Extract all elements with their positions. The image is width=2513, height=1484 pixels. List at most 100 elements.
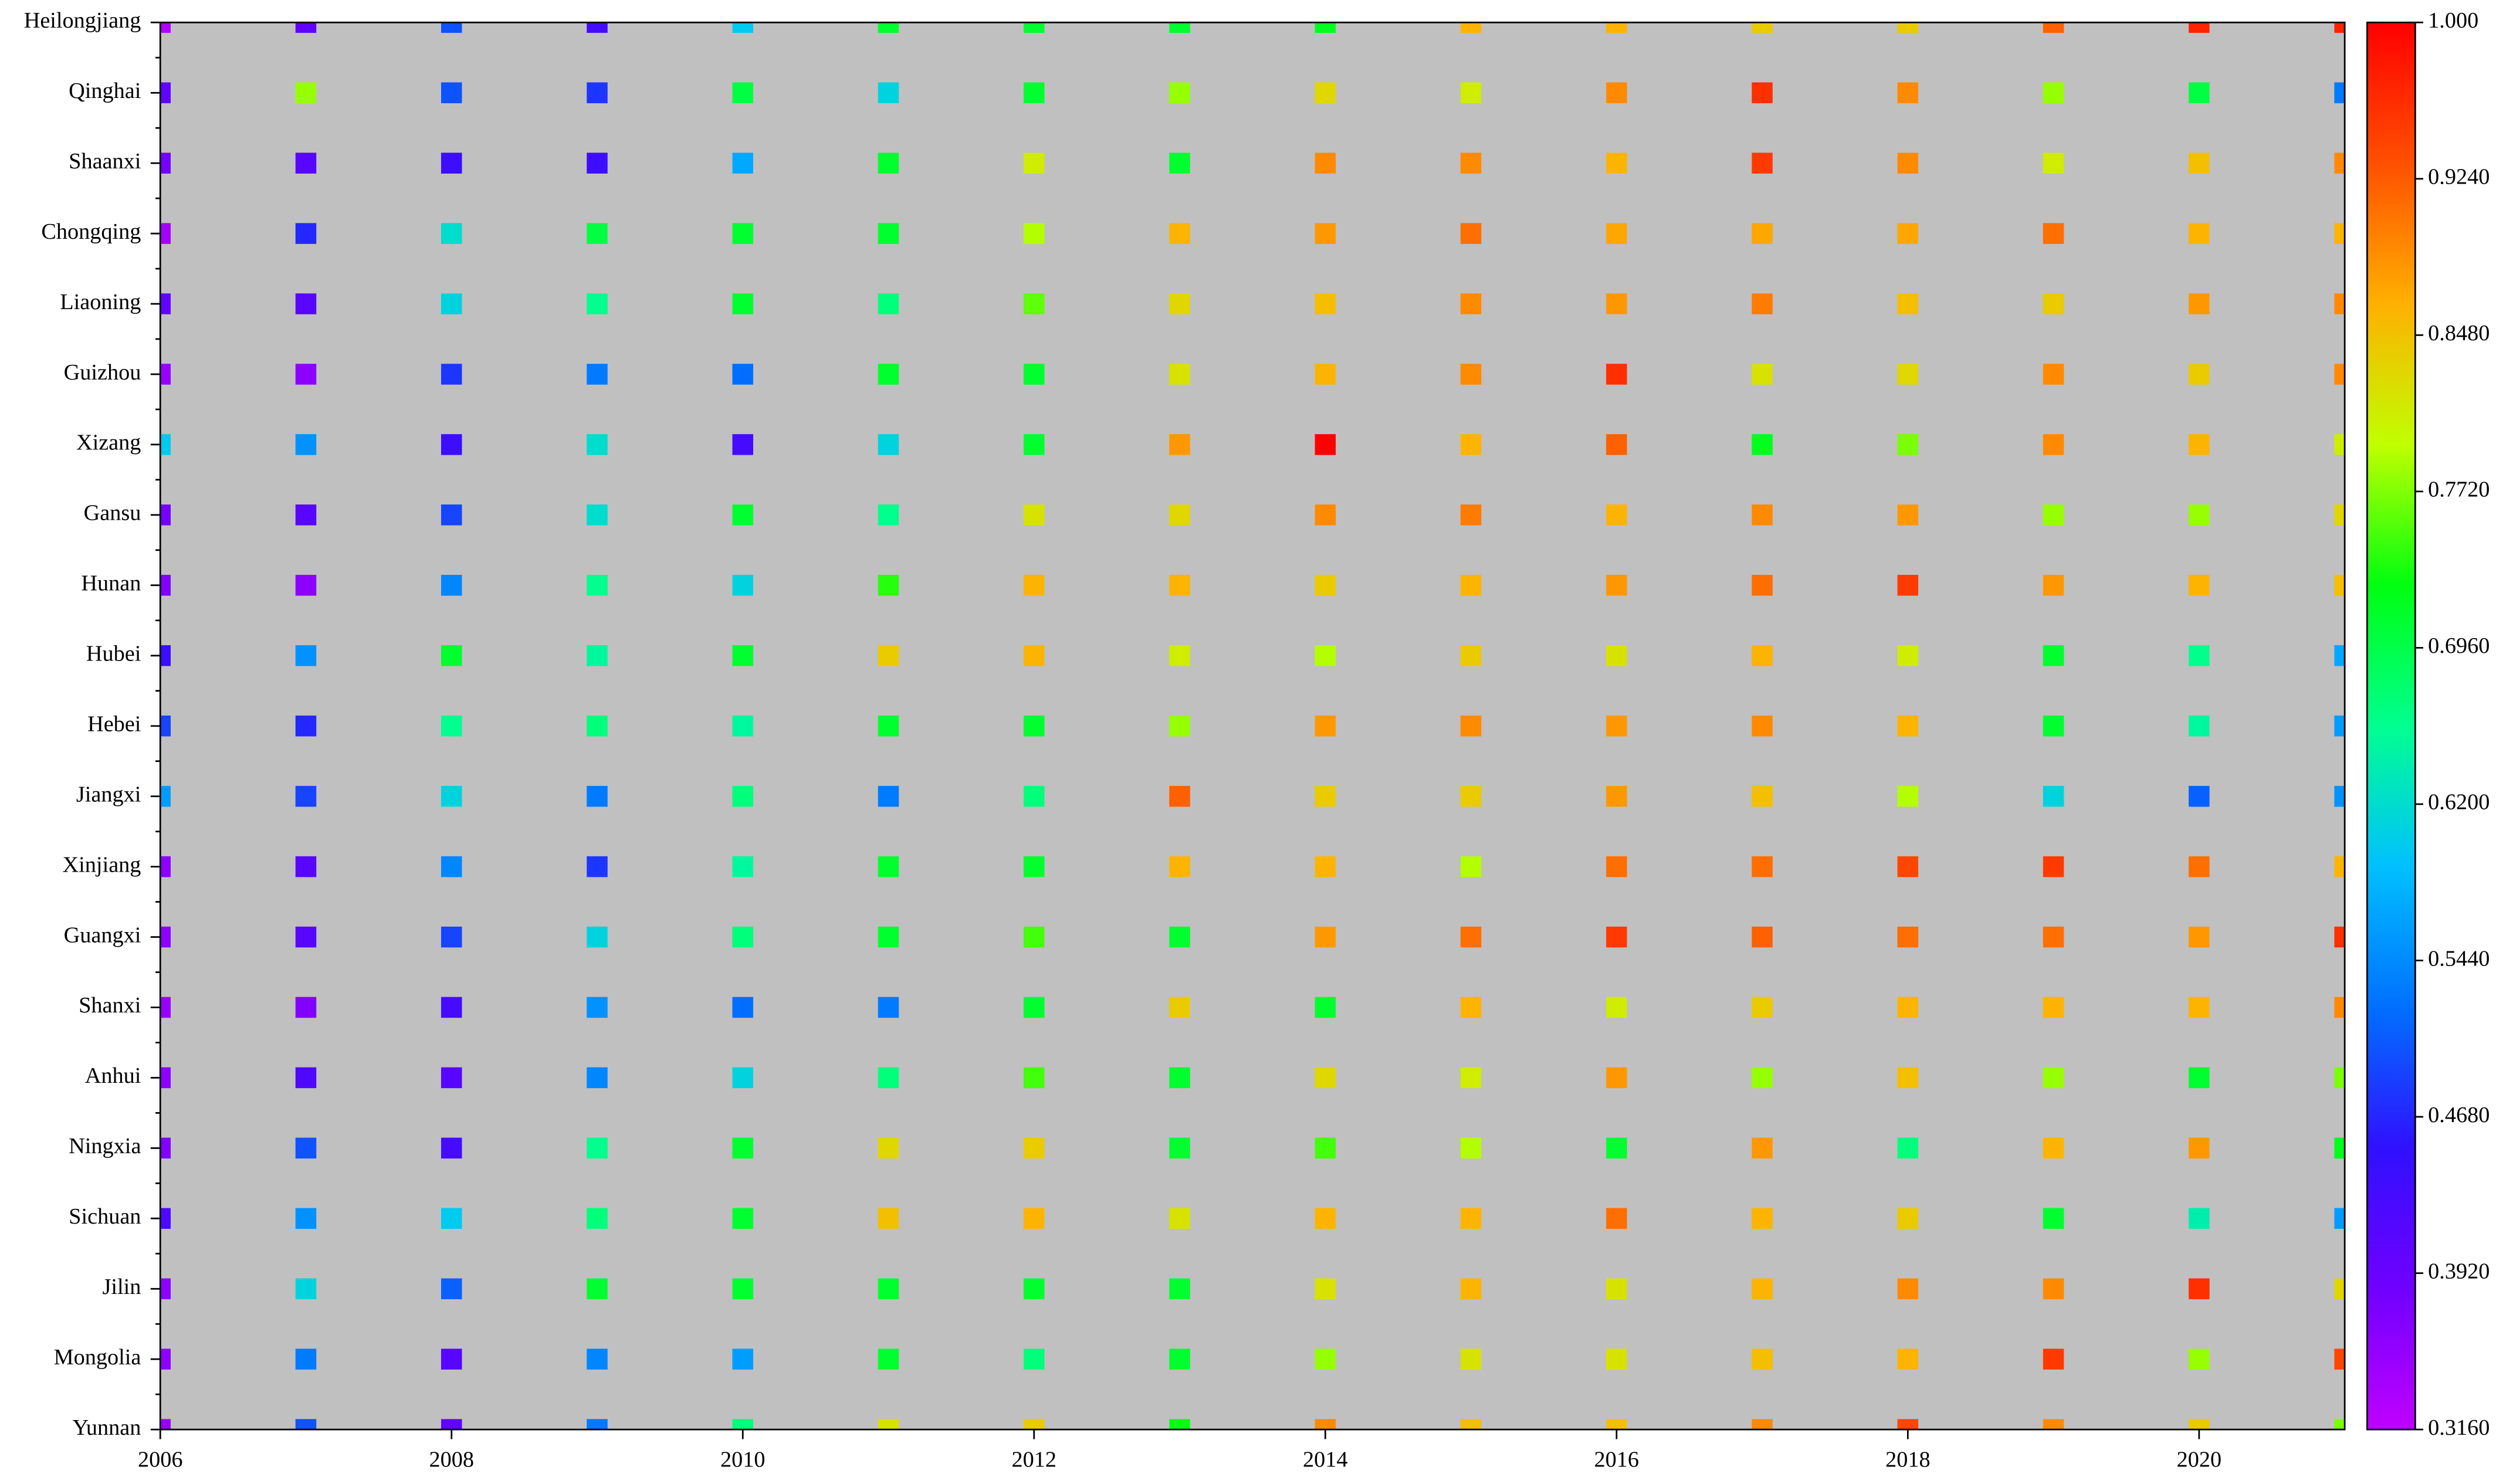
- cell: [295, 82, 317, 103]
- cell: [2189, 504, 2210, 526]
- cell: [1460, 1208, 1482, 1229]
- cell: [2334, 715, 2345, 737]
- cell: [1315, 715, 1336, 737]
- cell: [160, 504, 171, 526]
- cell: [2043, 293, 2064, 314]
- y-tick-label: Anhui: [85, 1063, 141, 1088]
- y-tick-label: Heilongjiang: [24, 8, 141, 33]
- cell: [1752, 575, 1773, 596]
- cell: [2189, 153, 2210, 174]
- y-tick-label: Guangxi: [64, 923, 141, 947]
- cell: [160, 785, 171, 807]
- cell: [878, 1349, 899, 1370]
- cell: [2334, 645, 2345, 666]
- cell: [441, 856, 462, 877]
- cell: [1169, 1419, 1190, 1430]
- cell: [1315, 22, 1336, 33]
- cell: [1169, 856, 1190, 877]
- cell: [2334, 293, 2345, 314]
- cell: [1024, 1419, 1045, 1430]
- colorbar-tick-label: 0.8480: [2428, 321, 2490, 345]
- colorbar-tick-label: 0.3160: [2428, 1415, 2490, 1440]
- cell: [1606, 1208, 1627, 1229]
- colorbar-tick-label: 0.3920: [2428, 1259, 2490, 1283]
- cell: [295, 364, 317, 385]
- y-tick-label: Hunan: [81, 571, 141, 596]
- cell: [441, 715, 462, 737]
- cell: [2043, 434, 2064, 455]
- cell: [1169, 1278, 1190, 1299]
- cell: [1024, 434, 1045, 455]
- cell: [1460, 856, 1482, 877]
- cell: [2334, 82, 2345, 103]
- x-tick-label: 2020: [2177, 1448, 2222, 1472]
- cell: [1460, 1278, 1482, 1299]
- cell: [732, 434, 754, 455]
- cell: [295, 1349, 317, 1370]
- cell: [1315, 856, 1336, 877]
- cell: [732, 82, 754, 103]
- cell: [1024, 82, 1045, 103]
- cell: [1606, 856, 1627, 877]
- cell: [1752, 293, 1773, 314]
- cell: [441, 1278, 462, 1299]
- cell: [2043, 645, 2064, 666]
- cell: [160, 153, 171, 174]
- cell: [1315, 997, 1336, 1018]
- cell: [1169, 504, 1190, 526]
- cell: [1315, 153, 1336, 174]
- cell: [441, 1067, 462, 1089]
- cell: [295, 856, 317, 877]
- cell: [1897, 434, 1919, 455]
- cell: [1460, 293, 1482, 314]
- cell: [160, 856, 171, 877]
- cell: [1460, 82, 1482, 103]
- cell: [295, 1067, 317, 1089]
- cell: [2189, 785, 2210, 807]
- cell: [732, 645, 754, 666]
- cell: [2334, 1349, 2345, 1370]
- cell: [732, 1208, 754, 1229]
- cell: [2043, 1208, 2064, 1229]
- cell: [587, 504, 608, 526]
- x-tick-label: 2012: [1012, 1448, 1057, 1472]
- cell: [1606, 1349, 1627, 1370]
- cell: [1752, 153, 1773, 174]
- colorbar-tick-label: 0.6200: [2428, 790, 2490, 815]
- cell: [295, 645, 317, 666]
- cell: [587, 1208, 608, 1229]
- cell: [2043, 364, 2064, 385]
- cell: [732, 785, 754, 807]
- cell: [2334, 1278, 2345, 1299]
- cell: [1024, 715, 1045, 737]
- x-tick-label: 2010: [720, 1448, 766, 1472]
- cell: [1752, 997, 1773, 1018]
- cell: [441, 223, 462, 244]
- cell: [160, 1137, 171, 1159]
- cell: [878, 785, 899, 807]
- cell: [295, 785, 317, 807]
- cell: [1315, 1137, 1336, 1159]
- cell: [1897, 1067, 1919, 1089]
- cell: [732, 22, 754, 33]
- cell: [1460, 997, 1482, 1018]
- cell: [2334, 434, 2345, 455]
- cell: [441, 504, 462, 526]
- cell: [1606, 785, 1627, 807]
- y-tick-label: Liaoning: [60, 290, 141, 314]
- cell: [1897, 645, 1919, 666]
- cell: [1460, 223, 1482, 244]
- cell: [1169, 1208, 1190, 1229]
- cell: [2043, 926, 2064, 948]
- cell: [2043, 1349, 2064, 1370]
- y-tick-label: Xinjiang: [63, 852, 141, 877]
- cell: [878, 926, 899, 948]
- cell: [732, 1067, 754, 1089]
- cell: [1460, 645, 1482, 666]
- cell: [295, 1419, 317, 1430]
- cell: [1024, 926, 1045, 948]
- cells: [160, 22, 2345, 1430]
- cell: [732, 1419, 754, 1430]
- cell: [1752, 1208, 1773, 1229]
- cell: [587, 223, 608, 244]
